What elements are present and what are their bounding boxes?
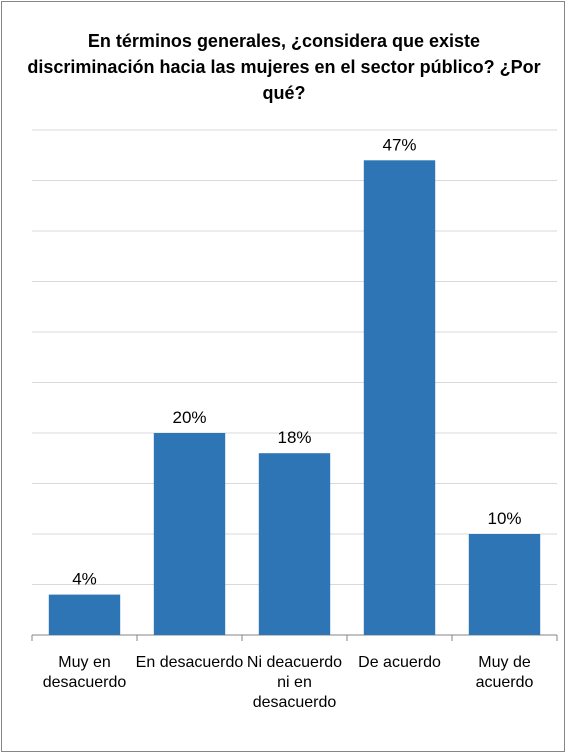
bar [48,594,121,635]
bar [153,433,226,635]
data-label: 18% [277,428,311,447]
chart-title: En términos generales, ¿considera que ex… [27,31,541,103]
bar [468,534,541,635]
category-label: Muy en desacuerdo [42,654,127,691]
data-label: 10% [487,509,521,528]
category-label: En desacuerdo [135,654,244,671]
data-label: 20% [172,408,206,427]
bar [363,160,436,636]
category-label: Muy de acuerdo [475,654,534,691]
data-label: 4% [72,570,97,589]
category-label: De acuerdo [358,654,441,671]
category-label: Ni deacuerdo ni en desacuerdo [246,654,343,711]
data-label: 47% [382,135,416,154]
bar [258,453,331,635]
